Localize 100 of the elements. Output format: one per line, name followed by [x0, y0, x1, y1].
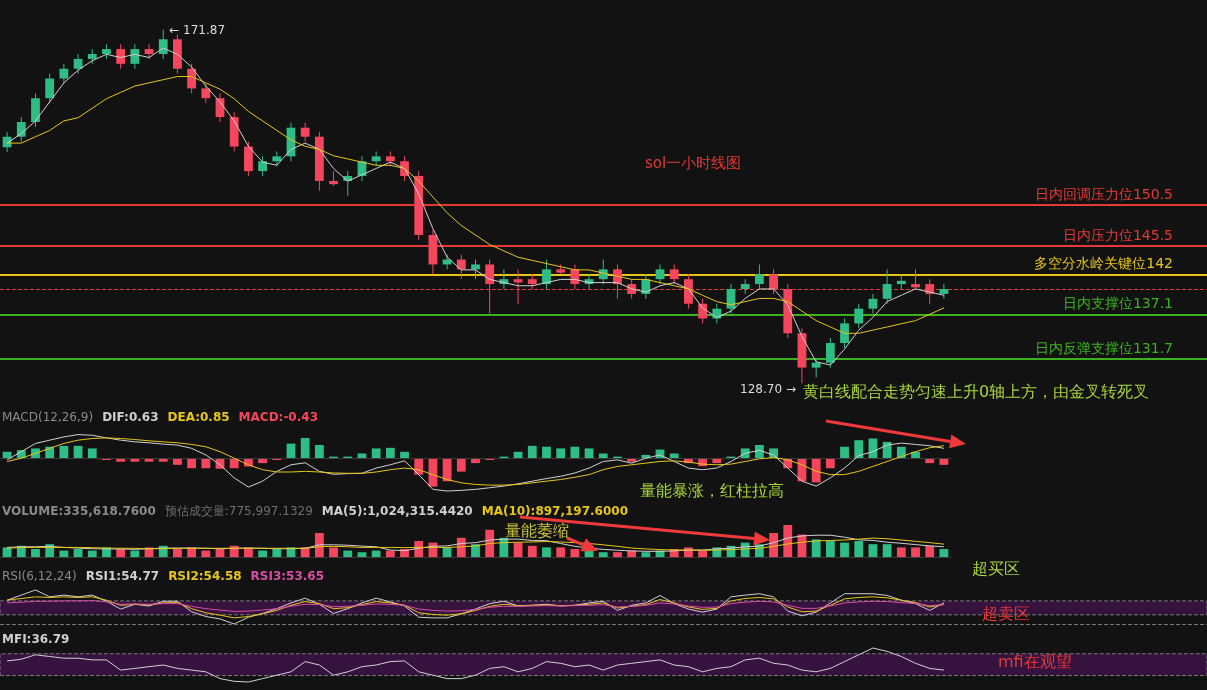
series-label: MACD:-0.43	[238, 410, 318, 424]
bar	[882, 544, 892, 557]
candlestick	[158, 29, 168, 60]
ref-line-label: 日内回调压力位150.5	[1034, 185, 1173, 202]
candlestick	[485, 259, 495, 315]
annotation: 128.70 →	[740, 382, 796, 397]
candlestick	[542, 259, 551, 290]
bar	[840, 446, 849, 459]
candlestick	[371, 150, 381, 167]
candlestick	[300, 122, 310, 143]
candlestick	[116, 43, 126, 70]
bar	[400, 451, 409, 459]
bar	[59, 445, 69, 459]
text: MA(5):1,024,315.4420	[321, 504, 473, 518]
candlestick	[669, 263, 679, 285]
bar	[357, 552, 367, 557]
bar	[527, 545, 537, 557]
bar	[385, 550, 395, 557]
ref-line-label: 多空分水岭关键位142	[1034, 255, 1173, 272]
chart-subtitle: 预估成交量:775,997.1329	[164, 502, 313, 520]
candlestick	[130, 43, 140, 70]
text: MA(10):897,197.6000	[481, 504, 629, 518]
bar	[854, 541, 864, 557]
bar	[669, 453, 679, 459]
bar	[329, 547, 338, 557]
bar	[201, 550, 211, 557]
ref-line-label: 日内压力位145.5	[1062, 226, 1173, 243]
bar	[925, 545, 935, 557]
bar	[73, 549, 83, 557]
bar	[130, 550, 140, 557]
bar	[87, 550, 97, 557]
candlestick	[754, 263, 764, 290]
bar	[229, 545, 239, 557]
bar	[556, 547, 566, 557]
bar	[542, 446, 551, 459]
bar	[825, 458, 835, 469]
candlestick	[840, 317, 849, 349]
bar	[698, 550, 707, 557]
bar	[641, 552, 651, 557]
bar	[173, 549, 182, 557]
candlestick	[59, 63, 69, 84]
bar	[584, 448, 594, 459]
bar	[31, 448, 40, 459]
bar	[31, 549, 40, 557]
candlestick	[854, 303, 864, 329]
bar	[116, 458, 126, 462]
candlestick	[201, 82, 211, 104]
bar	[570, 549, 580, 557]
bar	[868, 544, 878, 557]
bar	[556, 448, 566, 459]
text: mfi在观望	[998, 652, 1072, 671]
bar	[357, 453, 367, 459]
bar	[371, 448, 381, 459]
bar	[272, 549, 282, 557]
bar	[825, 541, 835, 557]
candlestick	[882, 268, 892, 305]
bar	[542, 547, 551, 557]
bar	[882, 441, 892, 459]
annotation: 黄白线配合走势匀速上升0轴上方，由金叉转死叉	[803, 382, 1150, 401]
ref-line-label: 日内反弹支撑位131.7	[1034, 339, 1173, 356]
candlestick	[811, 357, 821, 378]
bar	[442, 458, 452, 482]
bar	[783, 525, 793, 557]
bar	[456, 458, 466, 472]
candlestick	[655, 263, 665, 285]
series-label: RSI1:54.77	[85, 569, 160, 583]
candlestick	[45, 73, 55, 104]
candlestick	[868, 293, 878, 315]
ref-line-label: 日内支撑位137.1	[1062, 295, 1173, 312]
candlestick	[911, 268, 920, 290]
text: VOLUME:335,618.7600	[2, 504, 156, 518]
bar	[158, 458, 168, 462]
chart-title: RSI(6,12,24)	[2, 569, 77, 583]
annotation: 量能萎缩	[505, 521, 569, 540]
bar	[740, 448, 750, 459]
series-label: RSI3:53.65	[250, 569, 325, 583]
bar	[343, 550, 353, 557]
bar	[300, 437, 310, 459]
bar	[598, 552, 608, 557]
candlestick	[144, 43, 154, 60]
candlestick	[258, 155, 267, 177]
candlestick	[825, 337, 835, 369]
bar	[314, 445, 324, 459]
bar	[87, 448, 97, 459]
bar	[840, 542, 849, 557]
bar	[598, 453, 608, 459]
candlestick	[16, 116, 26, 143]
bar	[258, 550, 267, 557]
candlestick	[769, 268, 778, 295]
bar	[939, 549, 949, 557]
bar	[59, 550, 69, 557]
bar	[173, 458, 182, 465]
bar	[613, 552, 622, 557]
series-label: RSI2:54.58	[168, 569, 242, 583]
bar	[201, 458, 211, 469]
bar	[896, 547, 906, 557]
bar	[527, 445, 537, 459]
text: 超买区	[972, 559, 1020, 578]
series-label: MFI:36.79	[2, 632, 70, 646]
candlestick	[471, 259, 480, 280]
